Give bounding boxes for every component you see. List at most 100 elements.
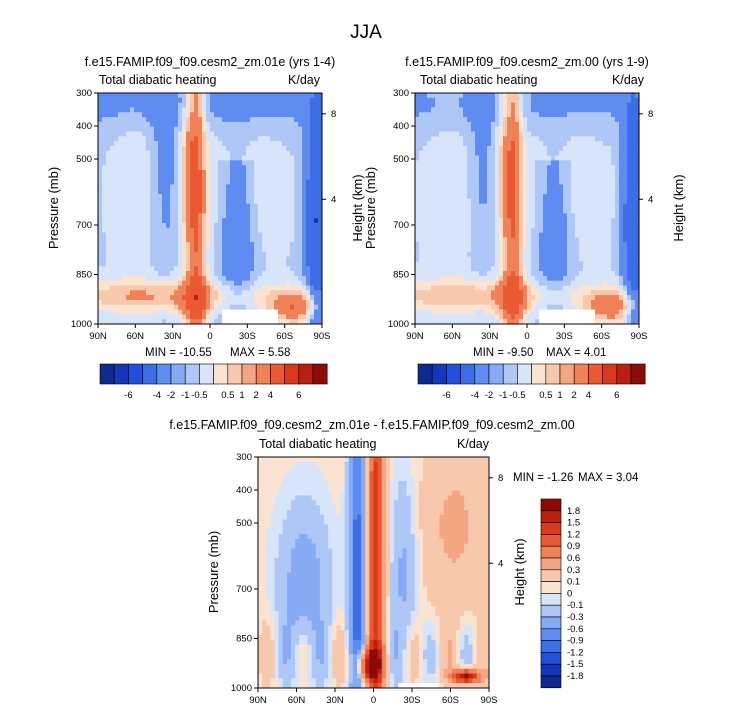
cell [142,310,147,315]
cell [483,281,488,286]
cell [186,257,191,262]
cell [619,257,624,262]
cell [427,252,432,257]
cell [106,223,111,228]
cell [230,160,235,165]
cell [270,261,275,266]
cell [162,93,167,98]
cell [631,233,636,238]
cell [579,122,584,127]
cell [162,252,167,257]
cell [511,281,516,286]
cell [543,189,548,194]
cell [106,98,111,103]
cell [238,223,243,228]
cell [479,257,484,262]
cell [314,252,319,257]
cell [599,257,604,262]
cell [451,252,456,257]
cell [98,218,103,223]
cell [579,194,584,199]
cell [278,305,283,310]
cell [198,242,203,247]
cell [599,112,604,117]
cell [595,136,600,141]
cell [463,204,468,209]
cell [282,199,287,204]
cell [451,112,456,117]
cell [479,136,484,141]
cell [142,314,147,319]
cell [571,112,576,117]
cell [242,295,247,300]
cell [487,223,492,228]
cell [431,213,436,218]
cell [575,117,580,122]
cell [170,266,175,271]
cell [262,204,267,209]
cell [427,112,432,117]
cell [599,136,604,141]
cell [258,204,263,209]
cell [471,204,476,209]
cell [483,271,488,276]
cell [110,209,115,214]
cell [627,175,632,180]
cell [142,146,147,151]
cell [555,160,560,165]
cell [194,141,199,146]
cell [202,189,207,194]
cell [479,233,484,238]
cell [274,223,279,228]
cell [146,199,151,204]
cell [110,300,115,305]
cell [463,281,468,286]
cell [122,146,127,151]
cell [503,276,508,281]
cell [591,228,596,233]
cell [459,175,464,180]
cell [523,223,528,228]
cell [234,184,239,189]
cell [146,290,151,295]
cell [166,290,171,295]
cell [499,156,504,161]
cell [178,257,183,262]
cell [527,165,532,170]
cell [571,252,576,257]
cell [102,300,107,305]
cell [310,261,315,266]
cell [126,194,131,199]
cell [130,247,135,252]
cell [435,237,440,242]
cell [302,112,307,117]
cell [623,228,628,233]
cell [274,160,279,165]
cell [459,127,464,132]
cell [603,141,608,146]
cell [262,314,267,319]
cell [242,261,247,266]
cell [182,295,187,300]
cell [274,228,279,233]
cell [262,233,267,238]
cell [563,175,568,180]
cell [563,122,568,127]
cell [250,213,255,218]
cell [126,204,131,209]
cell [415,247,420,252]
cell [419,112,424,117]
cell [499,237,504,242]
cell [451,281,456,286]
cell [186,271,191,276]
cell [206,286,211,291]
cell [306,180,311,185]
cell [619,233,624,238]
cell [282,223,287,228]
cell [270,213,275,218]
cell [158,175,163,180]
cell [138,112,143,117]
cell [463,257,468,262]
cell [206,276,211,281]
cell [106,141,111,146]
